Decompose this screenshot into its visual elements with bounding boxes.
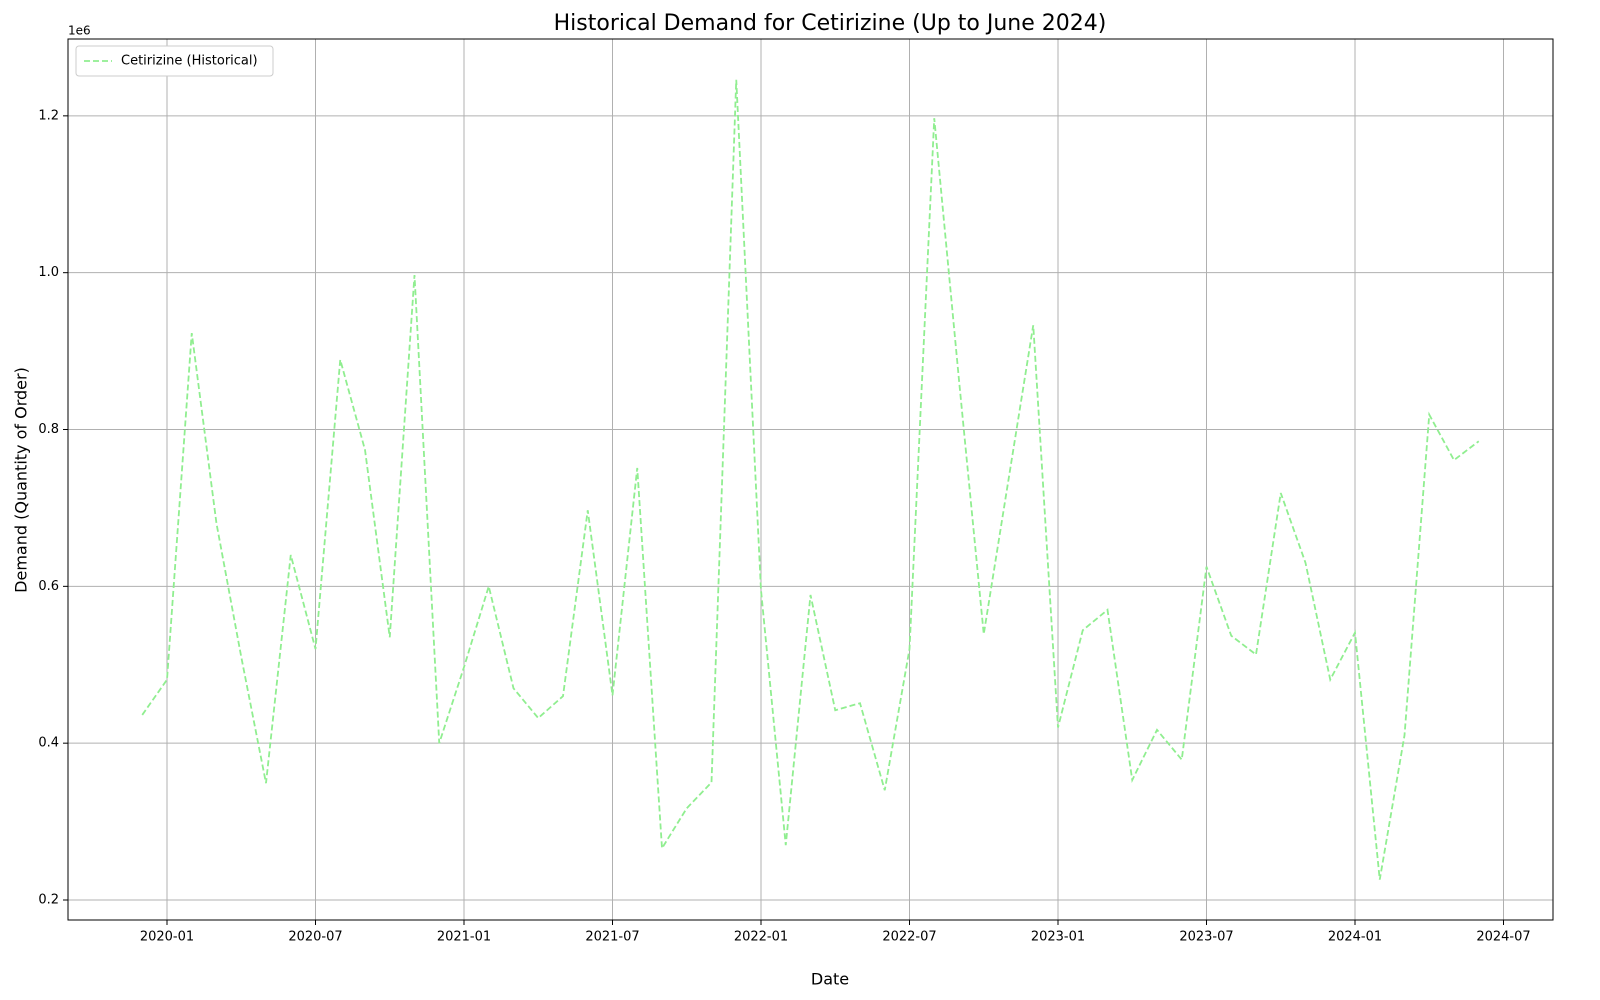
legend-label: Cetirizine (Historical) — [121, 54, 258, 69]
x-tick-label: 2022-07 — [882, 930, 936, 945]
x-tick-label: 2020-07 — [288, 930, 342, 945]
y-tick-label: 0.4 — [38, 736, 59, 751]
x-tick-label: 2021-07 — [585, 930, 639, 945]
x-tick-label: 2024-01 — [1328, 930, 1382, 945]
legend-box — [75, 45, 274, 77]
y-axis-label: Demand (Quantity of Order) — [12, 367, 31, 593]
x-tick-label: 2023-01 — [1031, 930, 1085, 945]
plot-frame — [67, 38, 1554, 921]
x-tick-label: 2020-01 — [140, 930, 194, 945]
y-tick-label: 1.2 — [38, 108, 59, 123]
x-tick-label: 2021-01 — [437, 930, 491, 945]
y-tick-label: 1.0 — [38, 265, 59, 280]
series-line — [141, 79, 1480, 880]
y-tick-label: 0.8 — [38, 422, 59, 437]
y-offset-label: 1e6 — [68, 24, 91, 38]
y-tick-label: 0.2 — [38, 893, 59, 908]
x-tick-label: 2022-01 — [734, 930, 788, 945]
x-tick-label: 2024-07 — [1476, 930, 1530, 945]
x-tick-label: 2023-07 — [1179, 930, 1233, 945]
x-axis-label: Date — [811, 970, 849, 989]
chart-title: Historical Demand for Cetirizine (Up to … — [554, 11, 1107, 36]
y-tick-label: 0.6 — [38, 579, 59, 594]
